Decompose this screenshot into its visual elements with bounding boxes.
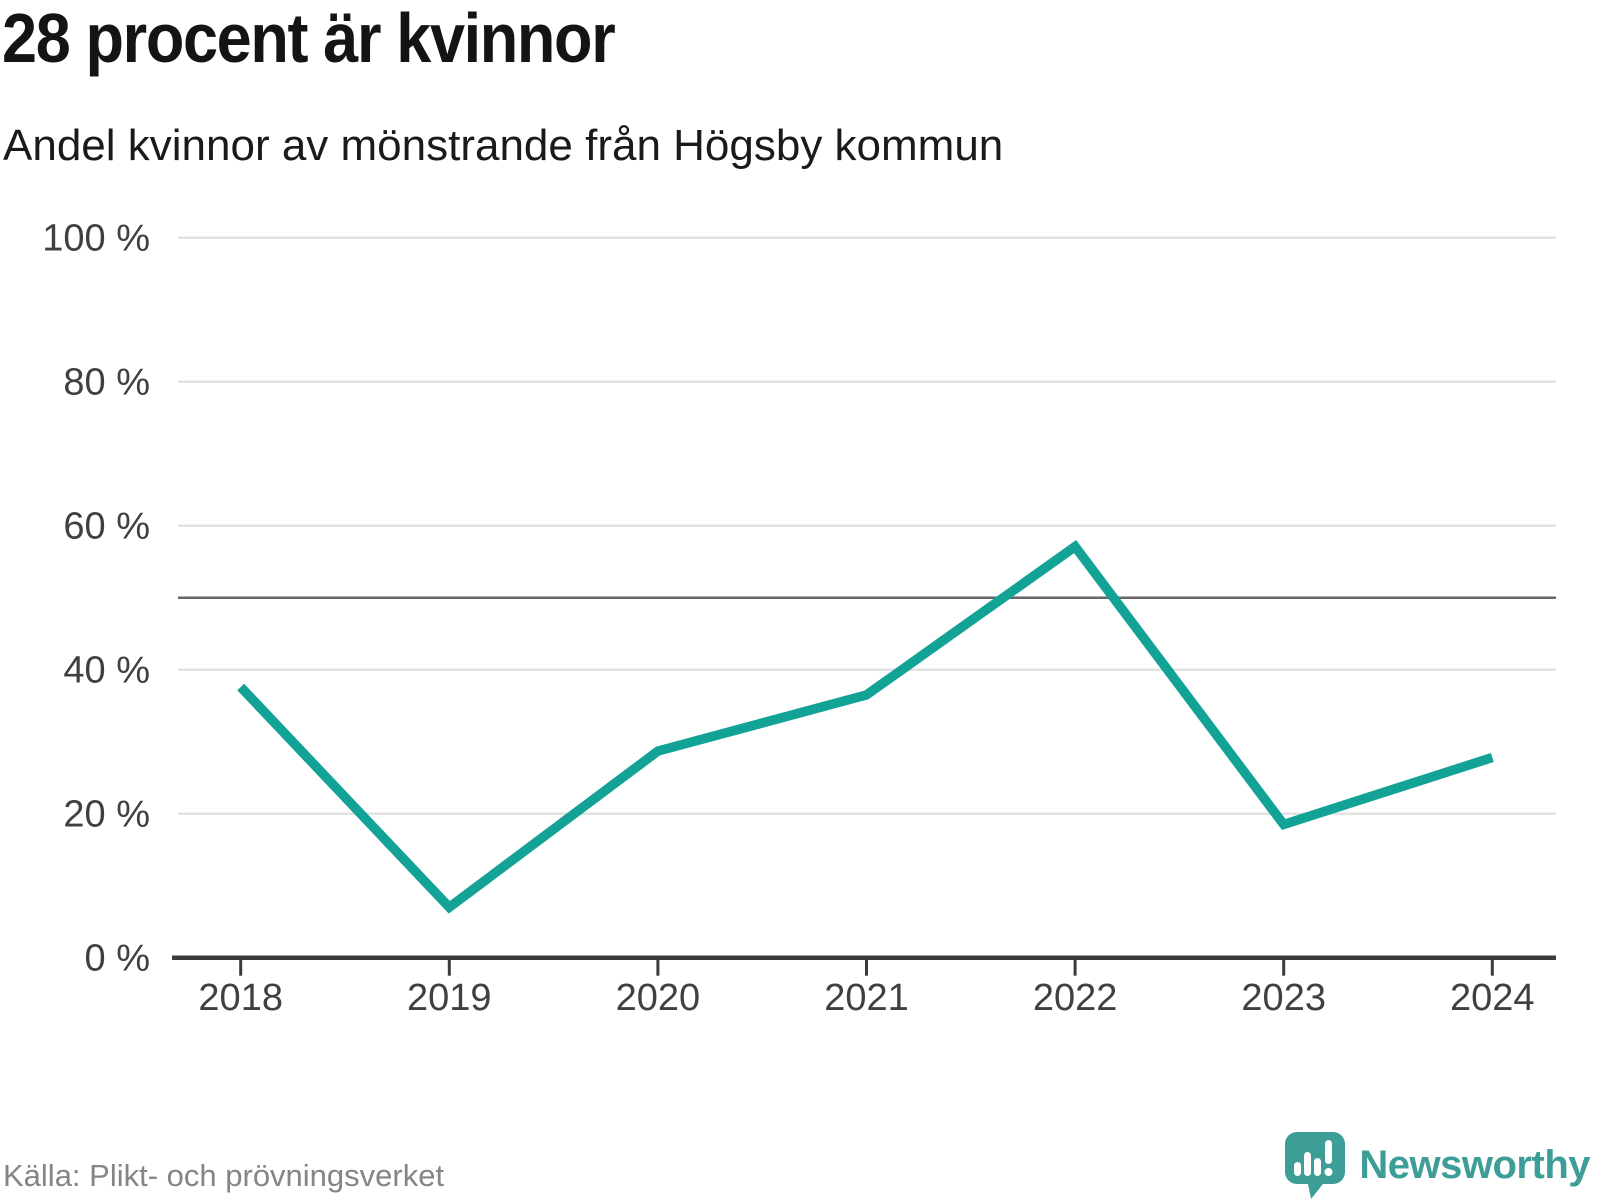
x-tick-label: 2023: [1241, 977, 1326, 1019]
y-tick-label: 40 %: [63, 650, 150, 692]
chart-subtitle: Andel kvinnor av mönstrande från Högsby …: [3, 121, 1004, 170]
y-tick-label: 20 %: [63, 794, 150, 836]
y-tick-label: 100 %: [42, 218, 150, 260]
newsworthy-logo-icon: [1285, 1132, 1346, 1199]
newsworthy-logo-text: Newsworthy: [1359, 1142, 1590, 1187]
x-tick-label: 2022: [1033, 977, 1118, 1019]
newsworthy-logo: Newsworthy: [1283, 1130, 1590, 1200]
y-tick-label: 80 %: [63, 362, 150, 404]
y-tick-label: 60 %: [63, 506, 150, 548]
x-tick-label: 2018: [198, 977, 283, 1019]
y-tick-label: 0 %: [85, 938, 150, 980]
chart-title: 28 procent är kvinnor: [2, 0, 616, 77]
x-tick-label: 2020: [616, 977, 701, 1019]
data-line-andel-kvinnor: [237, 540, 1494, 914]
x-tick-label: 2019: [407, 977, 492, 1019]
source-note: Källa: Plikt- och prövningsverket: [3, 1158, 445, 1193]
x-tick-label: 2024: [1450, 977, 1535, 1019]
x-tick-label: 2021: [824, 977, 909, 1019]
